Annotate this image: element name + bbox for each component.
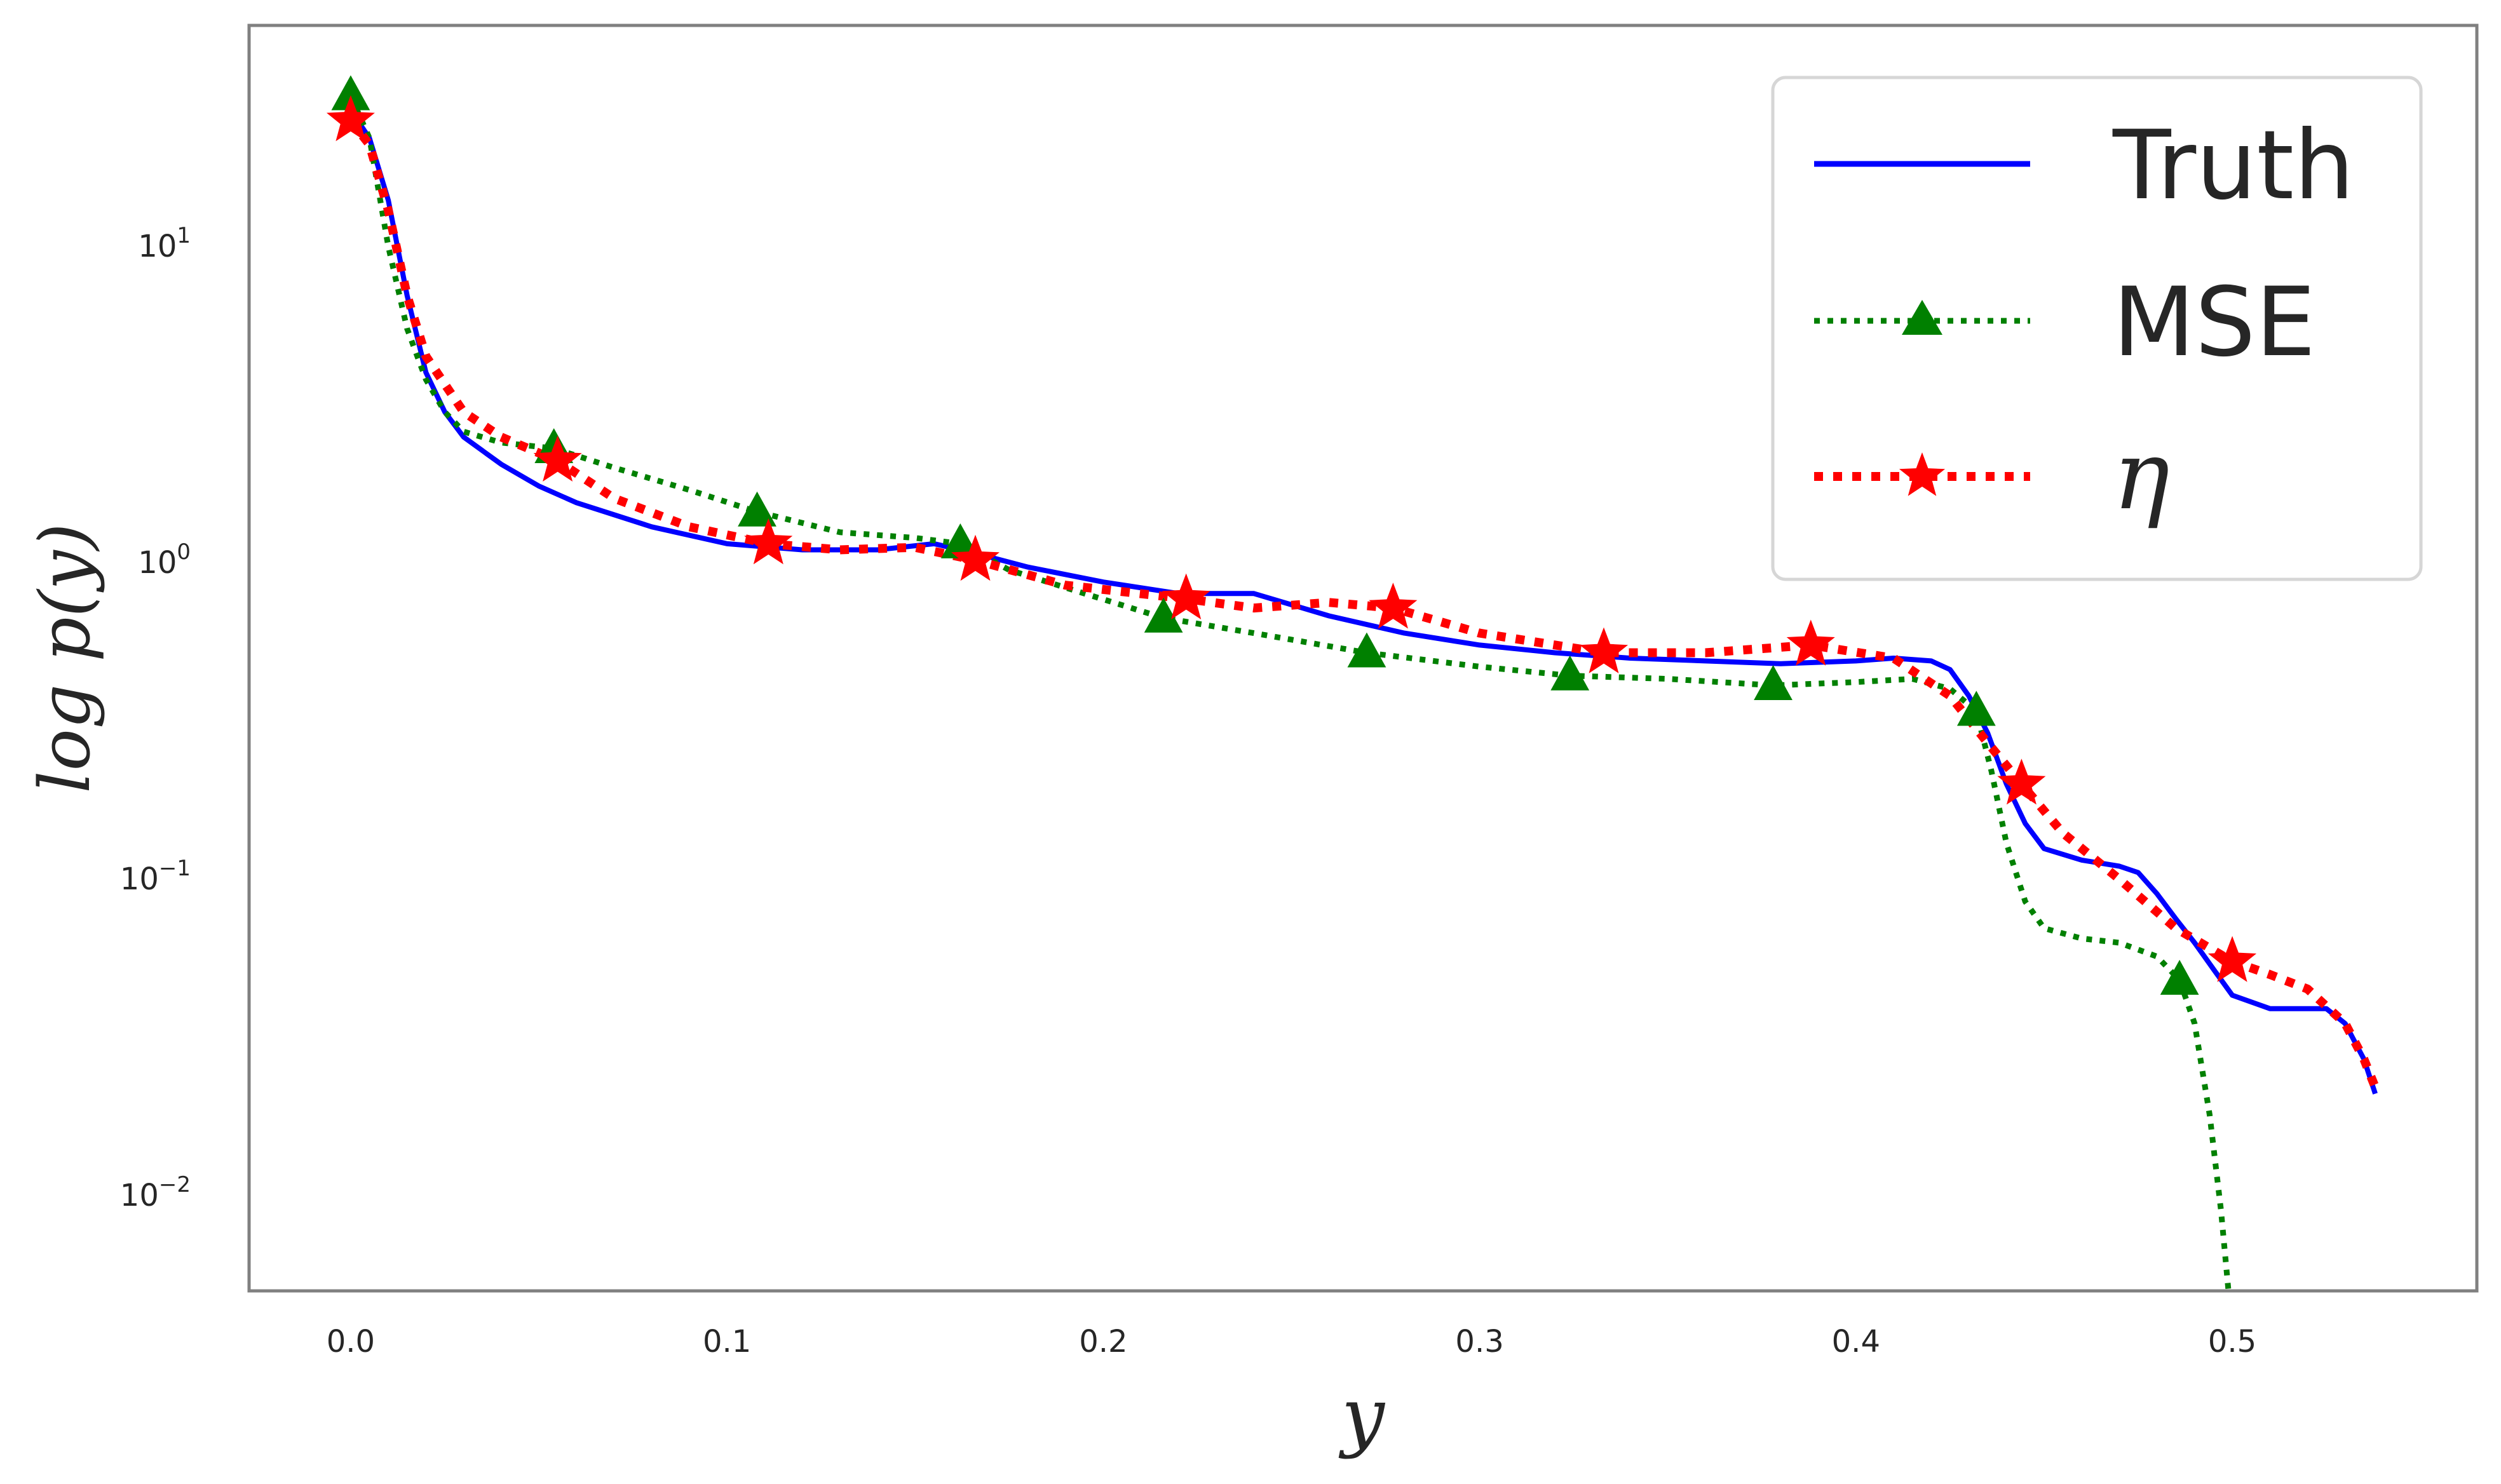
legend-marker-triangle bbox=[1902, 300, 1942, 335]
legend-label-truth: Truth bbox=[2112, 111, 2354, 221]
eta-marker bbox=[326, 95, 375, 142]
x-tick-label: 0.0 bbox=[327, 1324, 375, 1359]
series-markers bbox=[326, 75, 2257, 995]
x-tick-label: 0.5 bbox=[2208, 1324, 2256, 1359]
legend-marker-star bbox=[1899, 452, 1946, 496]
eta-marker bbox=[744, 518, 793, 565]
series-lines bbox=[347, 94, 2380, 1291]
y-tick-label: 100 bbox=[138, 539, 191, 581]
series-line-truth bbox=[348, 109, 2378, 1095]
eta-marker bbox=[1997, 759, 2046, 805]
legend-label-mse: MSE bbox=[2113, 267, 2315, 378]
x-tick-label: 0.2 bbox=[1079, 1324, 1127, 1359]
legend-box bbox=[1771, 76, 2423, 581]
x-tick-label: 0.4 bbox=[1832, 1324, 1880, 1359]
legend: Truth MSE η bbox=[1771, 76, 2423, 581]
mse-marker bbox=[1956, 691, 1996, 726]
series-line-mse bbox=[348, 94, 2232, 1291]
eta-marker bbox=[2208, 936, 2257, 982]
mse-marker bbox=[331, 75, 370, 111]
eta-marker bbox=[951, 534, 1000, 581]
x-tick-label: 0.3 bbox=[1455, 1324, 1503, 1359]
legend-label-eta: η bbox=[2113, 421, 2170, 531]
eta-marker bbox=[533, 435, 582, 482]
y-axis-ticks: 10−2 10−1 100 101 bbox=[120, 223, 191, 1213]
x-tick-label: 0.1 bbox=[703, 1324, 751, 1359]
x-axis-ticks: 0.0 0.1 0.2 0.3 0.4 0.5 bbox=[327, 1324, 2256, 1359]
y-tick-label: 101 bbox=[138, 223, 191, 264]
mse-marker bbox=[1347, 632, 1386, 668]
eta-marker bbox=[1786, 619, 1835, 666]
x-axis-label: y bbox=[1338, 1372, 1386, 1460]
y-tick-label: 10−1 bbox=[120, 856, 191, 897]
mse-marker bbox=[1144, 597, 1183, 633]
y-tick-label: 10−2 bbox=[120, 1172, 191, 1213]
y-axis-label: log p(y) bbox=[24, 523, 105, 793]
eta-marker bbox=[1162, 573, 1210, 619]
eta-marker bbox=[1580, 627, 1629, 673]
mse-marker bbox=[1754, 664, 1793, 700]
series-line-eta bbox=[347, 118, 2380, 1089]
mse-marker bbox=[2160, 959, 2199, 995]
eta-marker bbox=[1369, 583, 1418, 629]
mse-marker bbox=[1550, 655, 1590, 691]
mse-marker bbox=[738, 491, 776, 527]
